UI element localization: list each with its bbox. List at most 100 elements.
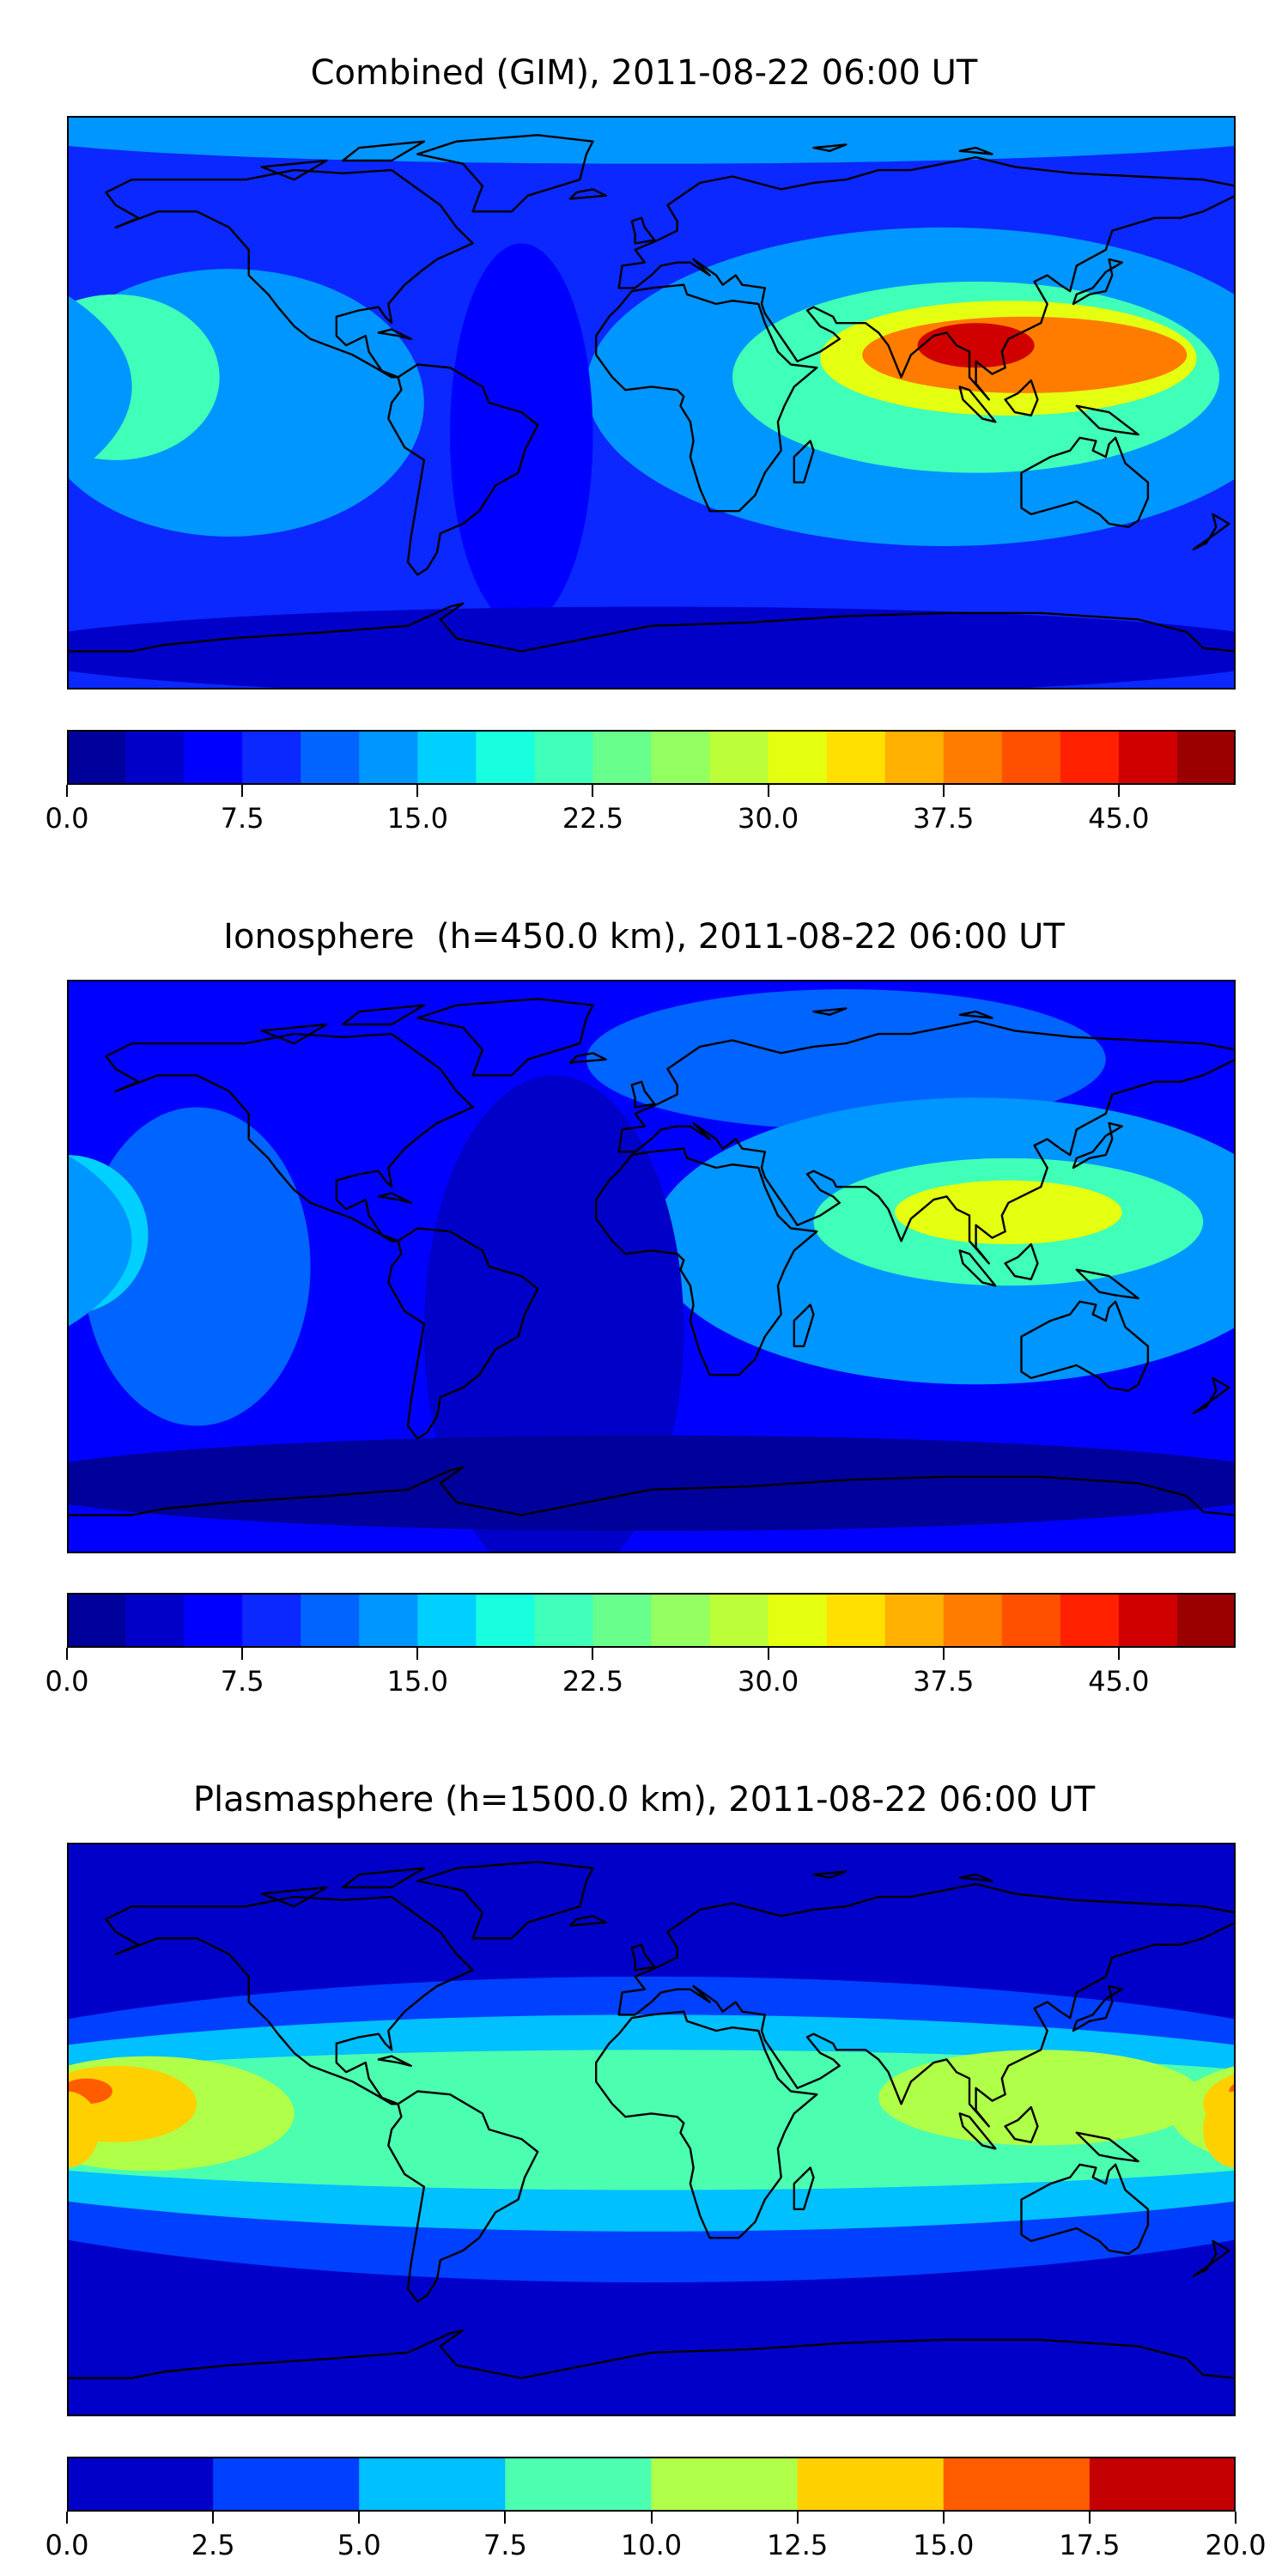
colorbar: 0.0 2.5 5.0 7.5 10.0 12.5 15.0 17.5 20.0 xyxy=(46,2457,1267,2561)
colorbar-tick-label: 15.0 xyxy=(913,2529,975,2561)
chart-title: Combined (GIM), 2011-08-22 06:00 UT xyxy=(310,53,978,93)
colorbar-segment xyxy=(768,1593,828,1648)
coastline xyxy=(377,328,412,340)
colorbar-segment xyxy=(651,730,711,785)
contour-layer xyxy=(67,1843,1236,2416)
colorbar-segment xyxy=(884,730,945,785)
colorbar-segment xyxy=(417,1593,477,1648)
coastline xyxy=(387,363,539,576)
contour-region xyxy=(67,606,1236,690)
map-plot xyxy=(67,116,1236,690)
coastline xyxy=(377,1192,412,1204)
contour-region xyxy=(67,1155,132,1327)
map-canvas xyxy=(67,980,1236,1553)
colorbar-segment xyxy=(534,1593,594,1648)
coastline xyxy=(387,1227,539,1440)
colorbar-segment xyxy=(1089,2457,1236,2512)
contour-region xyxy=(1170,631,1236,671)
colorbar-tick-mark xyxy=(1117,785,1120,797)
colorbar-segment xyxy=(709,730,769,785)
coastline xyxy=(1075,1268,1139,1300)
colorbar-tick-label: 22.5 xyxy=(562,802,624,835)
coastline xyxy=(958,1010,993,1019)
colorbar-tick-label: 12.5 xyxy=(767,2529,829,2561)
chart-title: Plasmasphere (h=1500.0 km), 2011-08-22 0… xyxy=(192,1780,1096,1820)
colorbar-segment xyxy=(592,1593,653,1648)
colorbar-tick-mark xyxy=(767,785,769,797)
coastline xyxy=(812,143,848,152)
colorbar-segment xyxy=(1001,730,1061,785)
coastline xyxy=(1075,2131,1139,2163)
colorbar-segment xyxy=(1060,1593,1120,1648)
coastline xyxy=(617,156,1236,401)
contour-layer xyxy=(67,980,1236,1553)
colorbar-segment xyxy=(943,1593,1003,1648)
coastline xyxy=(568,1915,607,1927)
coastline xyxy=(416,998,594,1077)
colorbar-segment xyxy=(184,1593,243,1648)
coastline xyxy=(630,1080,656,1109)
contour-region xyxy=(586,989,1106,1130)
colorbar-tick-label: 45.0 xyxy=(1088,802,1150,835)
colorbar-tick-label: 15.0 xyxy=(386,802,448,835)
colorbar-tick-mark xyxy=(1088,2512,1091,2524)
coastline xyxy=(1072,258,1123,306)
colorbar-segment xyxy=(125,730,185,785)
coastline xyxy=(67,602,1236,690)
colorbar-segment xyxy=(651,2457,799,2512)
coastline xyxy=(1004,2105,1039,2143)
map-canvas xyxy=(67,1843,1236,2416)
coastline xyxy=(342,1004,426,1026)
contour-region xyxy=(67,1435,1236,1532)
colorbar-segment xyxy=(67,1593,126,1648)
coastline xyxy=(568,1052,607,1064)
colorbar-tick-mark xyxy=(416,785,419,797)
colorbar-segment xyxy=(417,730,477,785)
contour-region xyxy=(878,2050,1204,2146)
colorbar-tick-label: 37.5 xyxy=(913,1665,975,1698)
coastline xyxy=(1020,436,1150,528)
coastline xyxy=(958,1873,993,1882)
colorbar-segment xyxy=(67,2457,214,2512)
coastline xyxy=(416,134,594,213)
colorbar-tick-label: 15.0 xyxy=(386,1665,448,1698)
coastline xyxy=(1072,1121,1123,1170)
colorbar-tick-mark xyxy=(241,1648,244,1660)
coastline xyxy=(958,2112,997,2150)
colorbar-tick-mark xyxy=(942,785,945,797)
colorbar-segment xyxy=(709,1593,769,1648)
coastline xyxy=(793,2166,815,2210)
colorbar-segment xyxy=(242,1593,301,1648)
coastline xyxy=(812,1870,848,1879)
coastline xyxy=(568,188,607,200)
colorbar-tick-label: 22.5 xyxy=(562,1665,624,1698)
coastline xyxy=(1192,513,1230,550)
colorbar-canvas xyxy=(67,1593,1236,1648)
colorbar-segment xyxy=(797,2457,945,2512)
colorbar-frame xyxy=(67,2457,1236,2512)
coastline xyxy=(1004,1242,1039,1280)
colorbar-tick-mark xyxy=(212,2512,215,2524)
coastline xyxy=(617,1883,1236,2128)
colorbar-tick-mark xyxy=(592,1648,594,1660)
colorbar-segment xyxy=(768,730,828,785)
colorbar-segment xyxy=(359,1593,418,1648)
contour-region xyxy=(67,116,1236,164)
coastline xyxy=(260,1023,328,1045)
coastline xyxy=(342,1867,426,1889)
colorbar-segment xyxy=(826,730,886,785)
colorbar-canvas xyxy=(67,2457,1236,2512)
colorbar-segment xyxy=(359,2457,506,2512)
colorbar-segment xyxy=(1176,730,1236,785)
contour-region xyxy=(1170,1462,1236,1504)
colorbar-tick-label: 30.0 xyxy=(737,802,799,835)
coastline xyxy=(630,1943,656,1971)
coastline xyxy=(1004,379,1039,416)
colorbar-tick-label: 0.0 xyxy=(45,2529,89,2561)
coastline xyxy=(1192,1376,1230,1414)
colorbar-tick-mark xyxy=(66,2512,68,2524)
coastline xyxy=(793,1303,815,1347)
contour-region xyxy=(450,243,593,626)
coastline xyxy=(958,386,997,423)
colorbar-segment xyxy=(476,730,535,785)
